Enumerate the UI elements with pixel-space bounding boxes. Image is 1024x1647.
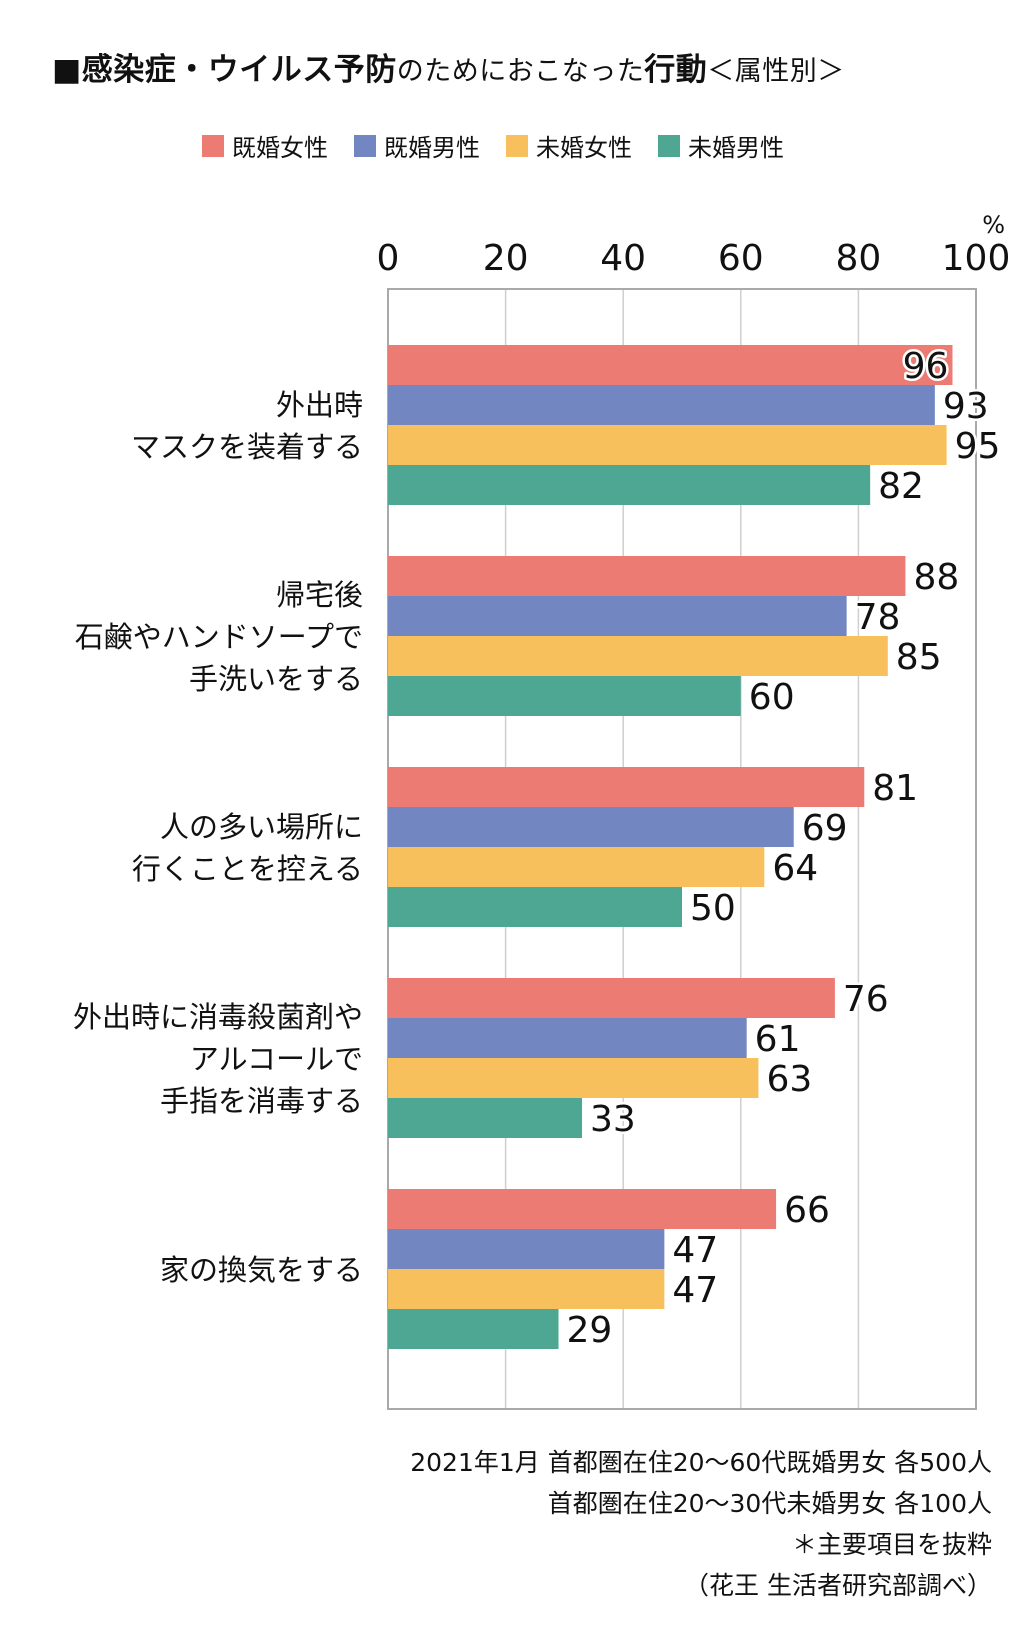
legend-swatch bbox=[202, 134, 224, 157]
category-label: アルコールで bbox=[190, 1042, 363, 1076]
bar bbox=[388, 1189, 777, 1229]
bar bbox=[388, 636, 888, 676]
bar bbox=[388, 556, 906, 596]
title-bold-2: 行動 bbox=[644, 52, 708, 88]
bar-value-label: 60 bbox=[749, 677, 795, 718]
bar-value-label: 88 bbox=[913, 557, 959, 598]
x-unit-label: % bbox=[982, 211, 1005, 239]
x-tick-label: 80 bbox=[835, 238, 881, 279]
x-tick-label: 20 bbox=[483, 238, 529, 279]
x-tick-label: 100 bbox=[942, 238, 1011, 279]
bar-value-label: 29 bbox=[567, 1310, 613, 1351]
footnote-line: ＊主要項目を抜粋 bbox=[791, 1530, 992, 1559]
legend-label: 既婚男性 bbox=[384, 134, 480, 162]
bar bbox=[388, 676, 741, 716]
legend-item-unmarried-male: 未婚男性 bbox=[658, 128, 784, 163]
category-label: 手洗いをする bbox=[189, 662, 363, 696]
legend-swatch bbox=[354, 134, 376, 157]
bar bbox=[388, 345, 953, 385]
category-label: マスクを装着する bbox=[131, 430, 363, 464]
legend: 既婚女性 既婚男性 未婚女性 未婚男性 bbox=[202, 128, 784, 163]
bar-value-label: 69 bbox=[802, 808, 848, 849]
legend-swatch bbox=[506, 134, 528, 157]
bar bbox=[388, 1309, 559, 1349]
footnote-line: 2021年1月 首都圏在住20～60代既婚男女 各500人 bbox=[410, 1448, 992, 1477]
x-tick-label: 0 bbox=[377, 238, 400, 279]
category-label: 人の多い場所に bbox=[160, 810, 363, 844]
bar bbox=[388, 1229, 665, 1269]
footnote-line: 首都圏在住20～30代未婚男女 各100人 bbox=[547, 1489, 992, 1518]
bar bbox=[388, 887, 682, 927]
footnotes: 2021年1月 首都圏在住20～60代既婚男女 各500人 首都圏在住20～30… bbox=[410, 1442, 992, 1606]
legend-item-married-male: 既婚男性 bbox=[354, 128, 480, 163]
bar-value-label: 81 bbox=[872, 768, 918, 809]
title-suffix: ＜属性別＞ bbox=[707, 56, 845, 87]
bar bbox=[388, 767, 865, 807]
chart-title: ■感染症・ウイルス予防のためにおこなった行動＜属性別＞ bbox=[52, 44, 845, 89]
bar-value-label: 76 bbox=[843, 979, 889, 1020]
category-label: 家の換気をする bbox=[160, 1253, 363, 1287]
legend-label: 既婚女性 bbox=[232, 134, 328, 162]
category-label: 帰宅後 bbox=[276, 578, 363, 612]
category-label: 手指を消毒する bbox=[160, 1084, 363, 1118]
bar bbox=[388, 1018, 747, 1058]
bar-value-label: 93 bbox=[943, 386, 989, 427]
bar bbox=[388, 978, 835, 1018]
legend-item-unmarried-female: 未婚女性 bbox=[506, 128, 632, 163]
bar-value-label: 95 bbox=[955, 426, 1001, 467]
bar bbox=[388, 425, 947, 465]
title-bold: ■感染症・ウイルス予防 bbox=[52, 52, 397, 88]
bar bbox=[388, 807, 794, 847]
bar-value-label: 82 bbox=[878, 466, 924, 507]
category-label: 外出時 bbox=[276, 388, 363, 422]
bar-value-label: 47 bbox=[672, 1230, 718, 1271]
legend-item-married-female: 既婚女性 bbox=[202, 128, 328, 163]
category-label: 外出時に消毒殺菌剤や bbox=[73, 1000, 363, 1034]
legend-swatch bbox=[658, 134, 680, 157]
bar bbox=[388, 385, 935, 425]
x-tick-label: 60 bbox=[718, 238, 764, 279]
title-light: のためにおこなった bbox=[396, 56, 645, 87]
bar-value-label: 64 bbox=[772, 848, 818, 889]
bar-value-label: 61 bbox=[755, 1019, 801, 1060]
bar-value-label: 66 bbox=[784, 1190, 830, 1231]
footnote-line: （花王 生活者研究部調べ） bbox=[684, 1571, 992, 1600]
bar bbox=[388, 1098, 583, 1138]
bar bbox=[388, 465, 871, 505]
x-tick-label: 40 bbox=[600, 238, 646, 279]
bar bbox=[388, 847, 765, 887]
bar bbox=[388, 1269, 665, 1309]
legend-label: 未婚女性 bbox=[536, 134, 632, 162]
bar-value-label: 47 bbox=[672, 1270, 718, 1311]
category-label: 石鹸やハンドソープで bbox=[75, 620, 363, 654]
bar-value-label: 85 bbox=[896, 637, 942, 678]
bar-value-label: 63 bbox=[766, 1059, 812, 1100]
bar bbox=[388, 1058, 759, 1098]
bar-value-label: 96 bbox=[903, 346, 949, 387]
bar-value-label: 50 bbox=[690, 888, 736, 929]
bar bbox=[388, 596, 847, 636]
category-label: 行くことを控える bbox=[132, 852, 363, 886]
bar-value-label: 33 bbox=[590, 1099, 636, 1140]
legend-label: 未婚男性 bbox=[688, 134, 784, 162]
bar-value-label: 78 bbox=[855, 597, 901, 638]
